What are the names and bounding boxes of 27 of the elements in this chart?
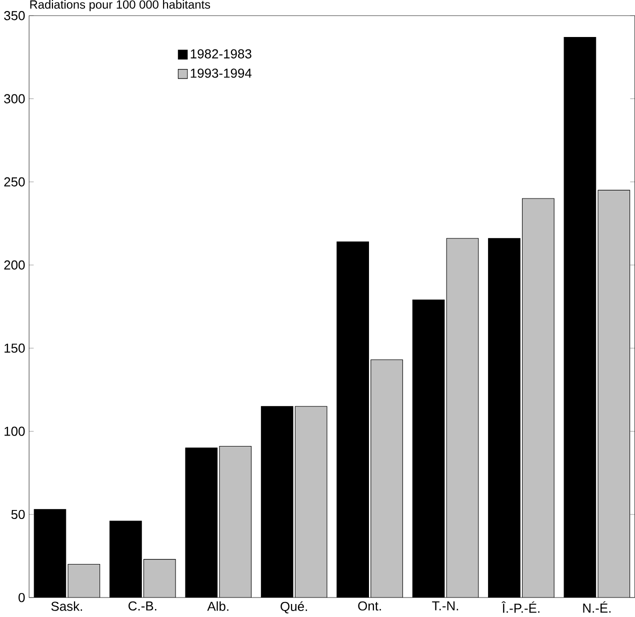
bar [522,198,554,598]
legend-label: 1982-1983 [190,49,252,58]
y-tick-label: 250 [4,177,25,186]
x-tick-label: C.-B. [128,601,156,611]
y-tick-label: 150 [4,344,25,353]
x-tick-label: Î.-P.-É. [502,601,540,613]
bar [370,360,403,598]
bar [446,238,478,598]
bar [144,559,176,598]
legend-label: 1993-1994 [190,68,252,78]
y-axis-title: Radiations pour 100 000 habitants [30,0,210,12]
y-tick-label: 50 [11,510,25,520]
x-tick-label: Alb. [207,601,228,611]
y-tick-label: 100 [4,426,25,436]
x-tick-label: N.-É. [583,601,611,613]
y-tick-label: 200 [4,260,25,270]
y-tick-label: 300 [4,94,25,104]
bar [598,190,630,598]
x-tick-label: Qué. [280,601,307,614]
x-tick-label: Sask. [51,601,82,611]
y-tick-label: 0 [18,592,25,602]
y-tick-label: 350 [4,11,25,20]
x-tick-label: Ont. [358,601,381,611]
bar [68,564,100,598]
bar [219,446,252,598]
bar [295,406,327,598]
x-tick-label: T.-N. [432,601,458,610]
